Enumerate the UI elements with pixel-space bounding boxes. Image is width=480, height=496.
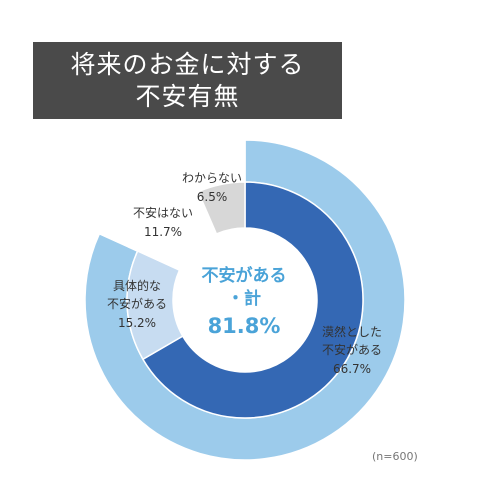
label-specific-line-1: 具体的な [113, 278, 161, 293]
label-vague-value: 66.7% [333, 362, 371, 376]
inner-slice-0 [141, 181, 364, 419]
chart-title: 将来のお金に対する 不安有無 [33, 42, 342, 119]
center-value: 81.8% [208, 314, 281, 338]
inner-slice-3 [197, 181, 246, 235]
inner-ring [126, 181, 364, 419]
center-label-line-1: 不安がある [202, 265, 287, 286]
label-vague-line-2: 不安がある [322, 342, 382, 357]
label-specific-value: 15.2% [118, 316, 156, 330]
label-vague-line-1: 漠然とした [322, 324, 382, 339]
chart-title-line-2: 不安有無 [135, 81, 240, 111]
center-label-line-2: ・計 [227, 288, 261, 309]
label-specific-line-2: 不安がある [107, 296, 167, 311]
label-none-value: 11.7% [144, 225, 182, 239]
label-dontknow-value: 6.5% [197, 190, 228, 204]
sample-size-note: (n=600) [372, 450, 418, 463]
chart-title-line-1: 将来のお金に対する [70, 49, 305, 79]
label-none-line-1: 不安はない [133, 205, 193, 220]
label-dontknow-line-1: わからない [182, 171, 242, 185]
